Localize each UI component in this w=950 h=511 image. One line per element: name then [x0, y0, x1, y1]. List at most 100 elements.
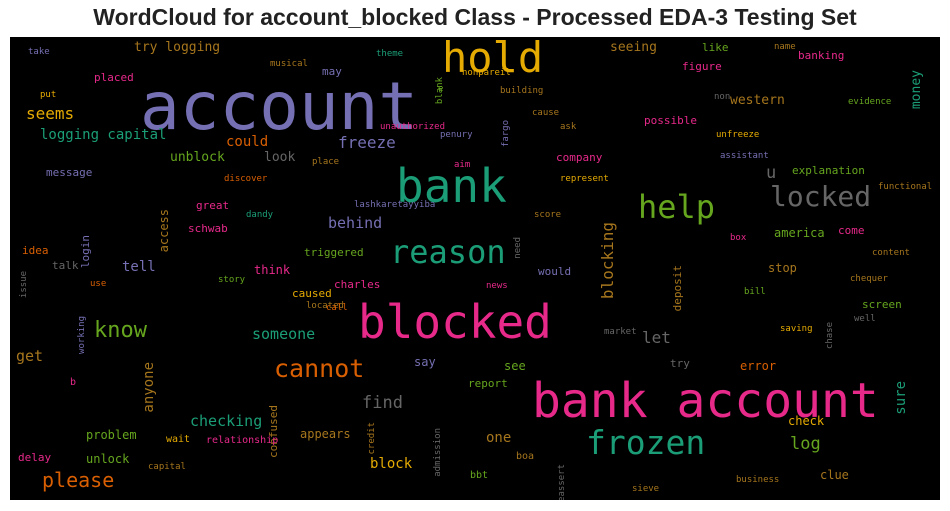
cloud-word: delay — [18, 451, 52, 464]
cloud-word: western — [730, 93, 785, 108]
cloud-word: unauthorized — [380, 122, 446, 132]
cloud-word: name — [774, 42, 796, 52]
cloud-word: boa — [516, 451, 535, 462]
cloud-word: cause — [532, 108, 560, 118]
cloud-word: help — [638, 188, 716, 226]
cloud-word: musical — [270, 59, 308, 69]
cloud-word: say — [414, 355, 436, 369]
cloud-word: nonpareil — [462, 68, 511, 78]
cloud-word: unlock — [86, 452, 130, 466]
cloud-word: triggered — [304, 246, 364, 259]
cloud-word: located — [306, 301, 344, 311]
cloud-word: assistant — [720, 151, 769, 161]
cloud-word: locked — [770, 180, 872, 213]
cloud-word: discover — [224, 174, 268, 184]
cloud-word: business — [736, 475, 780, 485]
cloud-word: block — [370, 456, 413, 472]
cloud-word: look — [264, 150, 296, 165]
cloud-word: u — [766, 163, 777, 183]
cloud-word: chase — [825, 322, 835, 350]
cloud-word: take — [28, 47, 50, 57]
cloud-word: error — [740, 359, 777, 373]
cloud-word: schwab — [188, 222, 228, 235]
cloud-word: unfreeze — [716, 130, 760, 140]
cloud-word: working — [77, 316, 87, 354]
cloud-word: try logging — [134, 40, 221, 55]
cloud-word: stop — [768, 261, 797, 275]
cloud-word: content — [872, 248, 910, 258]
cloud-word: unblock — [170, 150, 225, 165]
cloud-word: message — [46, 166, 93, 179]
cloud-word: please — [42, 468, 115, 492]
cloud-word: checking — [190, 412, 263, 430]
cloud-word: use — [90, 279, 107, 289]
cloud-word: blocking — [598, 222, 617, 300]
cloud-word: bank — [396, 159, 507, 213]
cloud-word: represent — [560, 174, 609, 184]
cloud-word: frozen — [586, 423, 706, 462]
cloud-word: appears — [300, 427, 351, 441]
cloud-word: america — [774, 226, 825, 240]
cloud-word: banking — [798, 49, 845, 62]
cloud-word: admission — [433, 428, 443, 477]
cloud-word: find — [362, 393, 403, 413]
cloud-word: fargo — [501, 120, 511, 148]
cloud-word: company — [556, 151, 603, 164]
cloud-word: dandy — [246, 210, 274, 220]
cloud-word: seeing — [610, 40, 657, 55]
cloud-word: placed — [94, 71, 134, 84]
cloud-word: report — [468, 377, 508, 390]
cloud-word: try — [670, 357, 690, 370]
cloud-word: hold — [442, 37, 544, 82]
cloud-word: think — [254, 263, 291, 277]
cloud-word: reason — [390, 233, 506, 271]
cloud-word: would — [538, 265, 572, 278]
cloud-word: functional — [878, 182, 933, 192]
cloud-word: market — [604, 327, 637, 337]
cloud-word: behind — [328, 214, 383, 232]
cloud-word: evidence — [848, 97, 892, 107]
cloud-word: caused — [292, 287, 332, 300]
cloud-word: problem — [86, 428, 137, 442]
cloud-word: explanation — [792, 164, 865, 177]
cloud-word: lashkaretayyiba — [354, 200, 436, 210]
cloud-word: account — [140, 68, 419, 145]
cloud-word: seems — [26, 104, 75, 123]
cloud-word: sieve — [632, 484, 660, 494]
cloud-word: bbt — [470, 470, 489, 481]
cloud-word: possible — [644, 114, 697, 127]
cloud-word: login — [79, 235, 92, 269]
cloud-word: bill — [744, 287, 766, 297]
cloud-word: blocked — [358, 295, 552, 349]
cloud-word: may — [322, 65, 342, 78]
cloud-word: well — [854, 314, 876, 324]
cloud-word: idea — [22, 244, 49, 257]
cloud-word: confused — [267, 405, 280, 458]
cloud-word: b — [70, 377, 77, 388]
cloud-word: tell — [122, 259, 156, 275]
cloud-word: screen — [862, 298, 902, 311]
cloud-word: building — [500, 86, 544, 96]
cloud-word: issue — [19, 271, 29, 299]
chart-title: WordCloud for account_blocked Class - Pr… — [93, 4, 857, 30]
cloud-word: deposit — [671, 265, 684, 312]
word-cloud: account bank account blocked bank hold reason… — [10, 37, 940, 500]
cloud-word: credit — [367, 422, 377, 455]
cloud-word: one — [486, 430, 512, 446]
cloud-word: reassert — [557, 464, 567, 500]
cloud-word: non — [714, 92, 731, 102]
cloud-word: log — [790, 434, 821, 454]
cloud-word: like — [702, 41, 729, 54]
cloud-word: logging capital — [40, 127, 167, 143]
cloud-word: know — [94, 318, 147, 343]
cloud-word: money — [909, 70, 924, 110]
cloud-word: talk — [52, 259, 79, 272]
cloud-word: anyone — [141, 362, 157, 413]
cloud-word: box — [730, 233, 747, 243]
cloud-word: penury — [440, 130, 473, 140]
cloud-word: chequer — [850, 274, 888, 284]
cloud-word: wait — [166, 434, 191, 445]
cloud-word: capital — [148, 462, 186, 472]
cloud-word: access — [157, 209, 171, 253]
cloud-word: aim — [454, 160, 471, 170]
